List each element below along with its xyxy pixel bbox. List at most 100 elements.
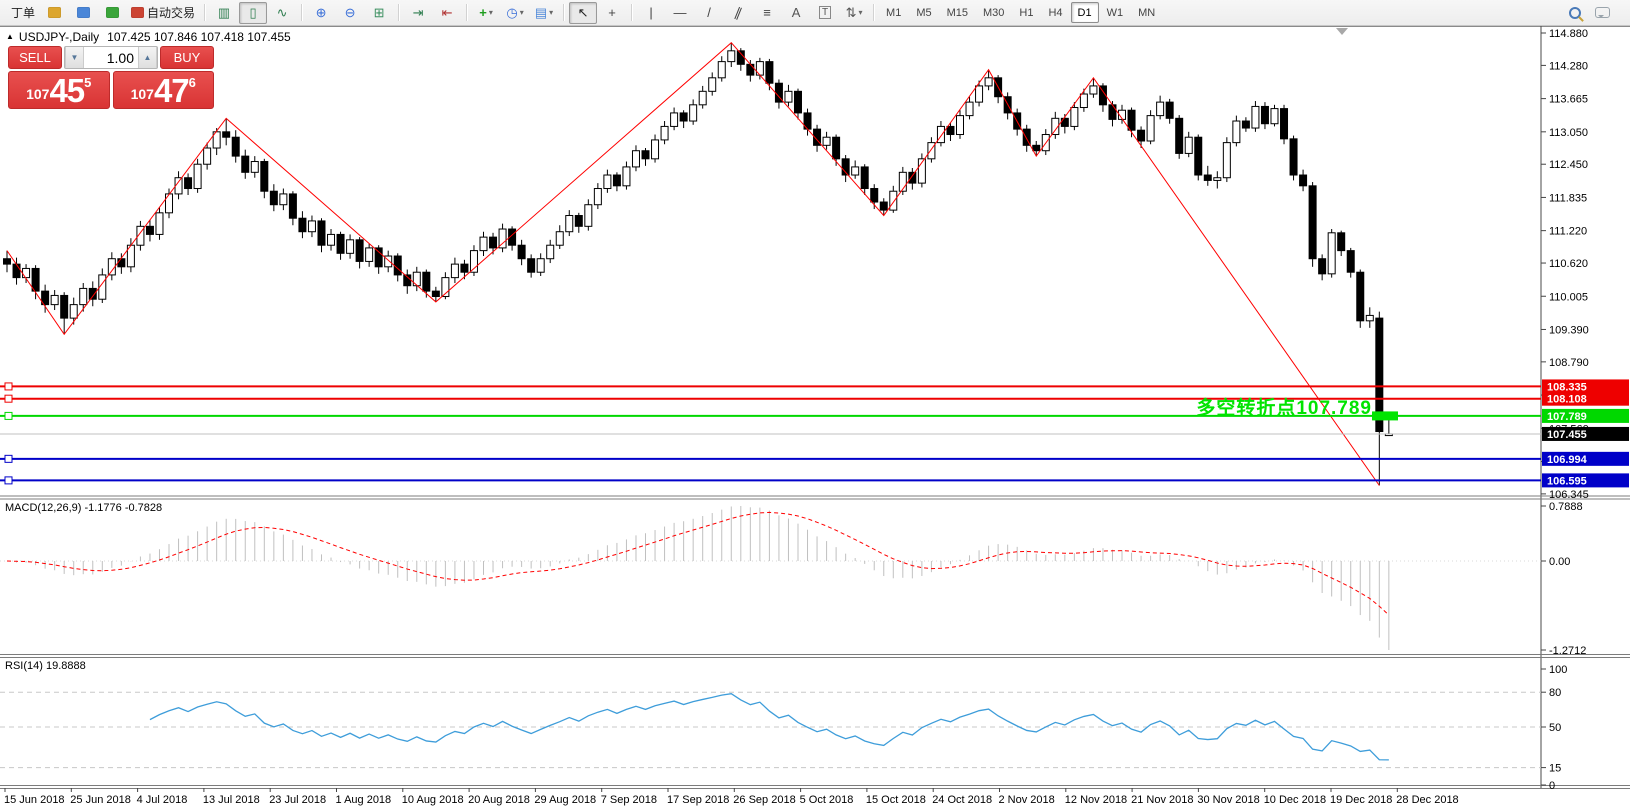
crosshair-button[interactable]: + xyxy=(598,2,626,24)
cursor-glyph: ↖ xyxy=(577,4,589,20)
macd-signal-line xyxy=(6,511,1390,616)
bar-chart-glyph: ▥ xyxy=(217,4,231,20)
text-label-glyph: T xyxy=(818,6,832,19)
chevron-down-icon[interactable]: ▾ xyxy=(549,8,554,17)
date-label: 20 Aug 2018 xyxy=(468,794,530,806)
date-label: 15 Jun 2018 xyxy=(4,794,65,806)
hline-handle[interactable] xyxy=(4,411,13,420)
autotrade-glyph xyxy=(131,7,145,18)
hline-handle[interactable] xyxy=(4,454,13,463)
timeframe-M15[interactable]: M15 xyxy=(946,6,968,19)
price-tag xyxy=(1542,379,1629,394)
chevron-down-icon[interactable]: ▾ xyxy=(488,8,493,17)
collapse-icon[interactable]: ▲ xyxy=(6,32,14,41)
chart-plot[interactable]: 114.880 114.280 113.665 113.050 112.450 111.8… xyxy=(0,26,1630,811)
line-chart-button[interactable]: ∿ xyxy=(268,2,296,24)
timeframe-M5[interactable]: M5 xyxy=(916,6,932,19)
candlestick-chart-button[interactable]: ▯ xyxy=(239,1,268,24)
hline-handle[interactable] xyxy=(4,382,13,391)
volume-down-button[interactable]: ▼ xyxy=(65,47,84,68)
axis-label: 106.595 xyxy=(1547,475,1587,487)
zoom-out-icon[interactable]: ⊖ xyxy=(336,2,364,24)
date-label: 24 Oct 2018 xyxy=(932,794,992,806)
periods-button[interactable]: ◷ ▾ xyxy=(501,2,529,24)
axis-label: 106.345 xyxy=(1549,489,1589,501)
date-label: 1 Aug 2018 xyxy=(336,794,392,806)
text-button[interactable]: A xyxy=(782,2,810,24)
axis-label: 114.880 xyxy=(1549,28,1588,40)
date-label: 21 Nov 2018 xyxy=(1131,794,1193,806)
volume-up-button[interactable]: ▲ xyxy=(138,47,157,68)
vertical-line-glyph: | xyxy=(649,5,653,20)
periods-glyph: ◷ xyxy=(506,4,518,20)
axis-label: 111.220 xyxy=(1549,226,1587,238)
timeframe-M30[interactable]: M30 xyxy=(983,6,1005,19)
axis-label: 112.450 xyxy=(1549,159,1588,171)
timeframe-W1[interactable]: W1 xyxy=(1106,6,1124,19)
timeframe-H4[interactable]: H4 xyxy=(1048,6,1063,19)
arrows-button[interactable]: ⇅ ▾ xyxy=(840,2,868,24)
sell-price-big: 45 xyxy=(49,72,85,109)
timeframe-H1[interactable]: H1 xyxy=(1019,6,1034,19)
axis-label: 108.108 xyxy=(1547,394,1587,406)
line-chart-glyph: ∿ xyxy=(276,4,288,20)
turning-point-marker[interactable] xyxy=(1372,411,1398,421)
fibonacci-button[interactable]: ≡ xyxy=(753,2,781,24)
tile-windows-button[interactable]: ⊞ xyxy=(365,2,393,24)
zoom-in-icon[interactable]: ⊕ xyxy=(307,2,335,24)
timeframe-D1[interactable]: D1 xyxy=(1070,2,1099,23)
chart-shift-button[interactable]: ⇤ xyxy=(433,2,461,24)
autotrade-button[interactable]: 自动交易 xyxy=(127,2,199,24)
cursor-button[interactable]: ↖ xyxy=(569,1,598,24)
trendline-glyph: / xyxy=(707,5,711,20)
date-label: 26 Sep 2018 xyxy=(733,794,795,806)
arrows-glyph: ⇅ xyxy=(845,4,857,20)
hline-handle[interactable] xyxy=(4,394,13,403)
date-label: 5 Oct 2018 xyxy=(800,794,854,806)
axis-label: 108.335 xyxy=(1547,381,1587,393)
horizontal-line-button[interactable]: — xyxy=(666,2,694,24)
zoom-out-icon-glyph: ⊖ xyxy=(344,4,356,20)
hline-handle[interactable] xyxy=(4,476,13,485)
vertical-line-button[interactable]: | xyxy=(637,2,665,24)
date-label: 13 Jul 2018 xyxy=(203,794,260,806)
community-icon[interactable] xyxy=(69,2,97,24)
date-label: 19 Dec 2018 xyxy=(1330,794,1392,806)
chevron-down-icon[interactable]: ▾ xyxy=(519,8,524,17)
symbol-period-label: USDJPY-,Daily xyxy=(18,30,100,44)
orders-button[interactable]: 丁单 xyxy=(4,2,39,24)
price-tag xyxy=(1542,451,1629,466)
indicators-button[interactable]: + ▾ xyxy=(472,2,500,24)
trendline-button[interactable]: / xyxy=(695,2,723,24)
axis-label: 0.00 xyxy=(1549,556,1570,568)
timeframe-M1[interactable]: M1 xyxy=(886,6,902,19)
date-label: 28 Dec 2018 xyxy=(1396,794,1458,806)
search-icon[interactable] xyxy=(1569,6,1581,19)
date-label: 12 Nov 2018 xyxy=(1065,794,1127,806)
buy-price-big: 47 xyxy=(153,72,190,109)
text-label-button[interactable]: T xyxy=(811,2,839,24)
equidistant-channel-button[interactable]: ∥ xyxy=(724,2,752,24)
sell-button[interactable]: SELL xyxy=(8,46,62,69)
timeframe-MN[interactable]: MN xyxy=(1138,6,1156,19)
volume-input[interactable] xyxy=(84,47,138,68)
signal-icon-glyph xyxy=(105,7,119,18)
buy-button[interactable]: BUY xyxy=(160,46,214,69)
chart-shift-marker[interactable] xyxy=(1336,28,1348,35)
date-label: 7 Sep 2018 xyxy=(601,794,657,806)
chevron-down-icon[interactable]: ▾ xyxy=(858,8,863,17)
gold-icon-glyph xyxy=(47,7,61,18)
buy-price-box[interactable]: 107 47 6 xyxy=(112,71,214,109)
gold-icon[interactable] xyxy=(40,2,68,24)
toolbar-separator xyxy=(631,4,633,21)
signal-icon[interactable] xyxy=(98,2,126,24)
time-axis[interactable]: 15 Jun 2018 25 Jun 2018 4 Jul 2018 13 Jul 2… xyxy=(4,788,1459,806)
orders-button-label: 丁单 xyxy=(11,6,36,20)
bar-chart-button[interactable]: ▥ xyxy=(210,2,238,24)
sell-price-box[interactable]: 107 45 5 xyxy=(8,71,110,109)
auto-scroll-button[interactable]: ⇥ xyxy=(404,2,432,24)
candlestick-chart-glyph: ▯ xyxy=(249,4,257,20)
chat-icon[interactable] xyxy=(1595,7,1610,18)
templates-button[interactable]: ▤ ▾ xyxy=(530,2,558,24)
